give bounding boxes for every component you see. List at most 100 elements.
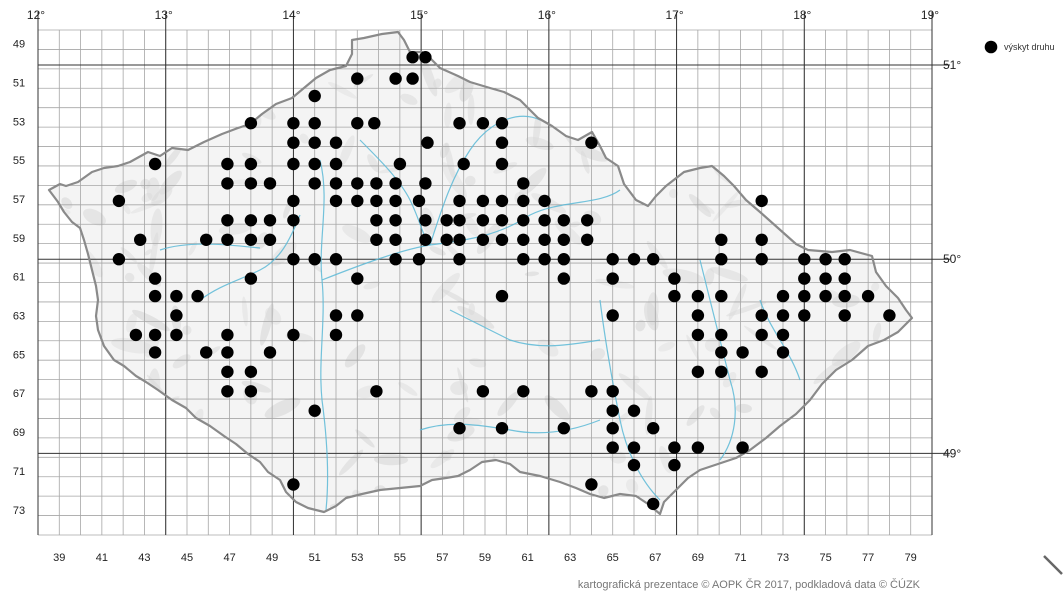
occurrence-dot: [263, 233, 277, 246]
occurrence-dot: [736, 441, 749, 454]
occurrence-dot: [389, 194, 402, 208]
occurrence-dot: [668, 272, 681, 285]
occurrence-dot: [819, 253, 832, 266]
occurrence-dot: [221, 157, 234, 171]
relief-mark: [327, 81, 357, 99]
row-label: 73: [13, 505, 25, 517]
column-label: 47: [223, 552, 235, 564]
relief-mark: [458, 37, 472, 52]
occurrence-dot: [244, 177, 258, 190]
axis-labels: 12° 13° 14° 15° 16° 17° 18° 19° 51° 50° 49° 39 41 43 4…: [13, 8, 961, 564]
relief-mark: [536, 106, 563, 116]
occurrence-dot: [581, 233, 594, 246]
relief-mark: [117, 135, 131, 147]
country-fill: [49, 32, 912, 514]
relief-mark: [76, 341, 86, 352]
occurrence-dot: [453, 117, 466, 130]
relief-mark: [122, 469, 154, 496]
degree-right-label: 51°: [943, 58, 961, 72]
relief-mark: [125, 56, 131, 95]
occurrence-dot: [691, 441, 705, 454]
occurrence-dot: [419, 233, 432, 246]
occurrence-dot: [668, 289, 681, 303]
occurrence-dot: [308, 117, 321, 130]
relief-mark: [277, 34, 286, 48]
occurrence-dot: [538, 233, 551, 246]
relief-mark: [400, 93, 418, 105]
relief-mark: [441, 162, 467, 199]
occurrence-dot: [557, 253, 570, 266]
column-label: 75: [819, 552, 831, 564]
relief-mark: [704, 338, 720, 352]
column-label: 77: [862, 552, 874, 564]
occurrence-dot: [715, 289, 728, 303]
relief-mark: [554, 220, 583, 245]
relief-mark: [894, 478, 912, 501]
occurrence-dot: [715, 233, 728, 246]
occurrence-dot: [495, 157, 509, 171]
occurrence-dot: [263, 214, 277, 227]
river-line: [699, 259, 736, 461]
occurrence-dot: [287, 478, 300, 491]
occurrence-dot: [557, 272, 570, 285]
occurrence-dot: [370, 177, 383, 190]
column-label: 51: [309, 552, 321, 564]
occurrence-dot: [776, 289, 790, 303]
occurrence-dot: [627, 441, 641, 454]
occurrence-dot: [440, 233, 453, 246]
occurrence-dot: [134, 233, 147, 246]
relief-mark: [694, 132, 713, 148]
relief-mark: [662, 268, 705, 284]
occurrence-dot: [691, 289, 705, 303]
relief-mark: [868, 72, 904, 87]
occurrence-dot: [221, 177, 234, 190]
relief-mark: [83, 208, 106, 226]
legend-dot: [984, 40, 998, 54]
occurrence-dot: [495, 214, 509, 227]
relief-mark: [438, 482, 470, 503]
occurrence-dot: [221, 365, 234, 378]
row-label: 63: [13, 311, 25, 323]
relief-mark: [731, 98, 745, 111]
column-label: 49: [266, 552, 278, 564]
occurrence-dot: [287, 157, 300, 171]
occurrence-dot: [148, 328, 162, 342]
occurrence-dot: [351, 194, 364, 208]
occurrence-dot: [495, 117, 509, 130]
occurrence-dot: [538, 214, 551, 227]
relief-mark: [265, 307, 282, 325]
occurrence-dots: [112, 51, 896, 511]
occurrence-dot: [287, 328, 300, 342]
occurrence-dot: [557, 214, 570, 227]
occurrence-dot: [393, 157, 407, 171]
occurrence-dot: [308, 177, 321, 190]
occurrence-dot: [148, 272, 162, 285]
column-label: 63: [564, 552, 576, 564]
occurrence-dot: [221, 214, 234, 227]
relief-mark: [596, 85, 608, 98]
relief-mark: [179, 32, 209, 56]
relief-mark: [342, 224, 372, 243]
occurrence-dot: [715, 346, 728, 359]
relief-mark: [879, 444, 889, 456]
relief-mark: [107, 41, 133, 59]
relief-mark: [144, 457, 163, 486]
relief-mark: [150, 208, 163, 247]
relief-mark: [171, 121, 186, 130]
relief-mark: [876, 206, 908, 227]
relief-mark: [338, 135, 355, 168]
occurrence-dot: [389, 72, 402, 85]
relief-mark: [262, 82, 275, 93]
occurrence-dot: [798, 289, 811, 303]
degree-top-label: 15°: [410, 8, 428, 22]
occurrence-dot: [351, 309, 364, 322]
occurrence-dot: [329, 157, 343, 171]
relief-mark: [897, 141, 912, 150]
row-label: 51: [13, 77, 25, 89]
relief-mark: [668, 189, 678, 199]
occurrence-dot: [476, 117, 490, 130]
column-label: 71: [734, 552, 746, 564]
river-line: [319, 159, 329, 511]
relief-mark: [120, 247, 137, 263]
